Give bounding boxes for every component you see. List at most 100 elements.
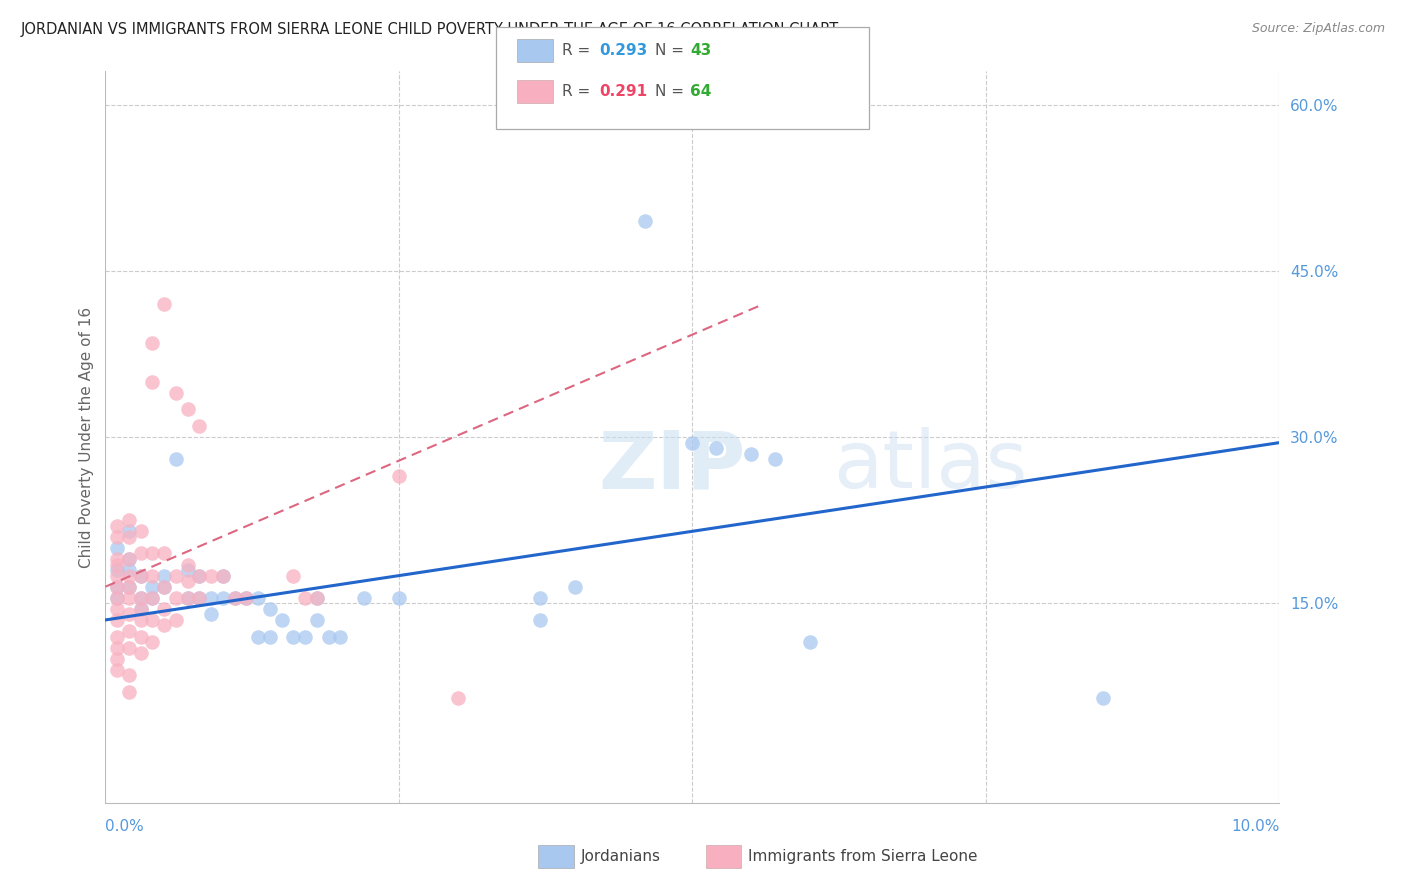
Point — [329, 630, 352, 644]
Point — [153, 580, 176, 594]
Point — [188, 568, 211, 582]
Point — [141, 568, 163, 582]
Point — [141, 546, 163, 560]
Point — [141, 375, 163, 389]
Point — [129, 602, 152, 616]
Point — [153, 602, 176, 616]
Point — [235, 591, 257, 605]
Point — [763, 452, 786, 467]
Point — [118, 513, 141, 527]
Point — [153, 580, 176, 594]
Text: R =: R = — [562, 44, 596, 58]
Point — [176, 591, 198, 605]
Point — [141, 591, 163, 605]
Point — [165, 452, 187, 467]
Point — [105, 630, 128, 644]
Point — [634, 214, 657, 228]
Text: Source: ZipAtlas.com: Source: ZipAtlas.com — [1251, 22, 1385, 36]
Point — [129, 613, 152, 627]
Point — [176, 574, 198, 589]
Point — [446, 690, 468, 705]
Point — [188, 591, 211, 605]
Point — [704, 441, 727, 455]
Point — [129, 646, 152, 660]
Point — [388, 591, 411, 605]
Point — [129, 630, 152, 644]
Point — [118, 668, 141, 682]
Point — [188, 568, 211, 582]
Point — [118, 552, 141, 566]
Point — [141, 613, 163, 627]
Point — [294, 591, 316, 605]
Point — [283, 630, 305, 644]
Point — [799, 635, 821, 649]
Point — [740, 447, 762, 461]
Point — [305, 613, 328, 627]
Point — [211, 568, 233, 582]
Point — [129, 546, 152, 560]
Text: atlas: atlas — [834, 427, 1028, 506]
Point — [270, 613, 292, 627]
Text: 0.0%: 0.0% — [105, 820, 145, 834]
Point — [105, 563, 128, 577]
Point — [141, 591, 163, 605]
Point — [188, 419, 211, 434]
Point — [105, 530, 128, 544]
Point — [529, 613, 551, 627]
Point — [141, 635, 163, 649]
Point — [105, 558, 128, 572]
Text: JORDANIAN VS IMMIGRANTS FROM SIERRA LEONE CHILD POVERTY UNDER THE AGE OF 16 CORR: JORDANIAN VS IMMIGRANTS FROM SIERRA LEON… — [21, 22, 839, 37]
Text: ZIP: ZIP — [599, 427, 745, 506]
Text: 64: 64 — [690, 85, 711, 99]
Point — [118, 591, 141, 605]
Point — [353, 591, 375, 605]
Point — [388, 468, 411, 483]
Text: 0.291: 0.291 — [599, 85, 647, 99]
Point — [105, 613, 128, 627]
Point — [165, 591, 187, 605]
Point — [259, 630, 281, 644]
Point — [129, 524, 152, 539]
Point — [211, 591, 233, 605]
Point — [129, 591, 152, 605]
Point — [118, 685, 141, 699]
Text: 43: 43 — [690, 44, 711, 58]
Point — [118, 524, 141, 539]
Point — [105, 591, 128, 605]
Point — [247, 630, 270, 644]
Point — [200, 607, 222, 622]
Point — [224, 591, 246, 605]
Point — [153, 568, 176, 582]
Point — [318, 630, 340, 644]
Point — [105, 640, 128, 655]
Point — [188, 591, 211, 605]
Text: 0.293: 0.293 — [599, 44, 647, 58]
Point — [200, 568, 222, 582]
Point — [118, 624, 141, 638]
Point — [165, 613, 187, 627]
Point — [200, 591, 222, 605]
Point — [1092, 690, 1115, 705]
Point — [153, 546, 176, 560]
Text: Immigrants from Sierra Leone: Immigrants from Sierra Leone — [748, 849, 977, 863]
Point — [294, 630, 316, 644]
Text: N =: N = — [655, 85, 689, 99]
Point — [105, 580, 128, 594]
Point — [259, 602, 281, 616]
Point — [682, 435, 704, 450]
Point — [165, 568, 187, 582]
Point — [224, 591, 246, 605]
Y-axis label: Child Poverty Under the Age of 16: Child Poverty Under the Age of 16 — [79, 307, 94, 567]
Point — [105, 580, 128, 594]
Point — [176, 402, 198, 417]
Text: Jordanians: Jordanians — [581, 849, 661, 863]
Point — [176, 591, 198, 605]
Point — [118, 580, 141, 594]
Point — [105, 552, 128, 566]
Point — [153, 297, 176, 311]
Point — [118, 580, 141, 594]
Point — [118, 568, 141, 582]
Text: 10.0%: 10.0% — [1232, 820, 1279, 834]
Point — [105, 518, 128, 533]
Point — [129, 602, 152, 616]
